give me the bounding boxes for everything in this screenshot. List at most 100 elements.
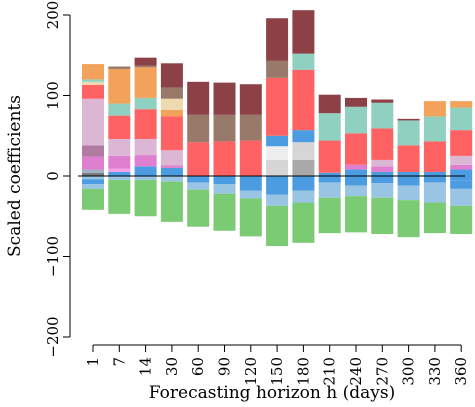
bar-segment: [213, 193, 236, 231]
bar-segment: [345, 169, 367, 176]
bar-segment: [450, 188, 473, 206]
bar-segment: [397, 120, 420, 146]
bar-segment: [134, 176, 157, 181]
bar-segment: [134, 109, 157, 139]
bar-segment: [345, 185, 367, 197]
bar-stack-14: [134, 57, 157, 217]
bar-segment: [345, 176, 367, 186]
bar-segment: [134, 155, 157, 167]
bar-segment: [450, 164, 473, 170]
bar-segment: [292, 202, 315, 243]
bar-segment: [239, 190, 262, 199]
bar-segment: [82, 85, 104, 99]
bar-stack-120: [239, 84, 262, 237]
bar-segment: [450, 205, 473, 234]
bars-layer: [82, 10, 473, 247]
x-tick-label: 60: [189, 357, 207, 376]
y-tick-label: 0: [44, 171, 62, 181]
bar-segment: [371, 99, 394, 103]
bar-segment: [82, 79, 104, 82]
bar-segment: [450, 180, 473, 189]
bar-segment: [318, 140, 341, 173]
bar-segment: [160, 98, 183, 110]
bar-stack-60: [187, 81, 210, 227]
y-axis-title: Scaled coefficients: [5, 95, 25, 257]
bar-segment: [108, 138, 131, 156]
bar-segment: [82, 179, 104, 185]
bar-segment: [450, 169, 473, 176]
bar-segment: [82, 64, 104, 80]
bar-segment: [371, 102, 394, 129]
bar-segment: [266, 77, 289, 136]
bar-segment: [450, 176, 473, 181]
bar-segment: [134, 166, 157, 176]
bar-segment: [371, 128, 394, 160]
bar-segment: [134, 138, 157, 156]
bar-segment: [423, 182, 446, 203]
bar-segment: [292, 142, 315, 160]
bar-stack-7: [108, 66, 131, 214]
bar-segment: [82, 176, 104, 180]
bar-segment: [345, 106, 367, 134]
bar-segment: [82, 169, 104, 173]
bar-segment: [266, 60, 289, 78]
bar-segment: [266, 18, 289, 61]
x-tick-label: 330: [426, 357, 444, 386]
bar-stack-1: [82, 64, 104, 210]
bar-segment: [239, 176, 262, 191]
bar-segment: [108, 180, 131, 214]
bar-stack-330: [423, 101, 446, 234]
bar-stack-180: [292, 10, 315, 243]
bar-segment: [423, 116, 446, 142]
bar-segment: [423, 176, 446, 183]
bar-stack-270: [371, 99, 394, 234]
bar-segment: [187, 176, 210, 183]
y-tick-label: 200: [44, 1, 62, 30]
bar-segment: [160, 150, 183, 166]
bar-segment: [318, 182, 341, 198]
bar-segment: [423, 171, 446, 176]
bar-segment: [108, 103, 131, 116]
bar-segment: [266, 146, 289, 160]
bar-segment: [82, 145, 104, 157]
bar-segment: [318, 197, 341, 234]
bar-segment: [108, 115, 131, 139]
bar-segment: [345, 133, 367, 165]
bar-segment: [292, 69, 315, 131]
bar-segment: [160, 116, 183, 151]
bar-segment: [108, 168, 131, 172]
bar-segment: [292, 10, 315, 54]
bar-segment: [108, 176, 131, 181]
bar-segment: [266, 194, 289, 206]
x-tick-label: 150: [268, 357, 286, 386]
bar-segment: [82, 81, 104, 86]
bar-segment: [318, 176, 341, 183]
bar-segment: [134, 97, 157, 110]
bar-stack-30: [160, 63, 183, 222]
bar-segment: [239, 140, 262, 176]
bar-segment: [371, 197, 394, 234]
bar-segment: [397, 185, 420, 201]
bar-stack-210: [318, 94, 341, 234]
x-tick-label: 180: [294, 357, 312, 386]
bar-segment: [160, 167, 183, 176]
y-tick-label: 100: [44, 81, 62, 110]
bar-segment: [134, 57, 157, 66]
x-tick-label: 240: [347, 357, 365, 386]
bar-segment: [239, 198, 262, 237]
bar-segment: [371, 183, 394, 198]
bar-segment: [423, 101, 446, 117]
x-axis: 1 7 14 30 60 90 120 150 180 210 240 270 300 330 360: [84, 344, 470, 386]
bar-segment: [82, 184, 104, 189]
bar-stack-150: [266, 18, 289, 247]
x-tick-label: 90: [216, 357, 234, 376]
bar-segment: [239, 84, 262, 115]
bar-segment: [160, 63, 183, 88]
bar-segment: [371, 171, 394, 176]
bar-stack-90: [213, 82, 236, 231]
x-tick-label: 7: [110, 357, 128, 367]
bar-segment: [345, 97, 367, 107]
x-tick-label: 120: [242, 357, 260, 386]
bar-segment: [82, 98, 104, 146]
